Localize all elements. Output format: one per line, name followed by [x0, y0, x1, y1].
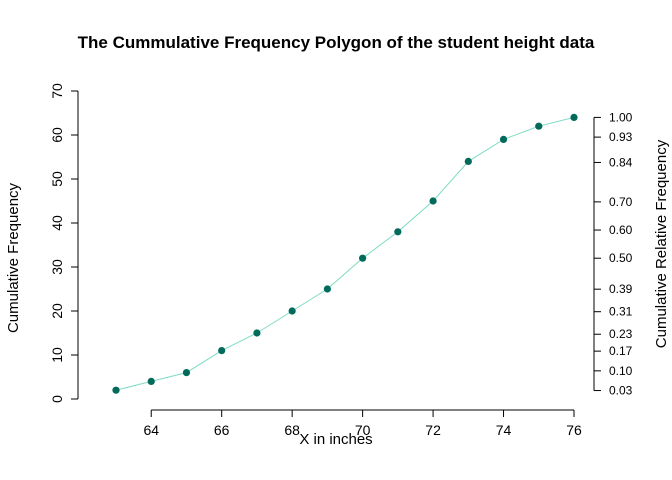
data-point	[218, 347, 226, 355]
y2-tick-label: 0.93	[609, 130, 633, 144]
data-point	[429, 197, 437, 205]
data-point	[323, 285, 331, 293]
series-line	[115, 116, 575, 391]
y2-tick-label: 0.17	[609, 344, 633, 358]
x-tick-label: 72	[425, 422, 441, 438]
y-tick-label: 10	[49, 347, 65, 363]
y-tick-label: 60	[49, 127, 65, 143]
data-point	[182, 369, 191, 377]
axes: 64 66 68 70 72 74 76 0 10 20 30 40 50 60 70 0.03 0.10 0.1…	[49, 83, 633, 438]
chart-title: The Cummulative Frequency Polygon of the…	[78, 33, 595, 52]
y-tick-label: 40	[49, 215, 65, 231]
y-axis-label: Cumulative Frequency	[5, 182, 22, 333]
data-point	[359, 254, 367, 262]
data-point	[147, 377, 155, 385]
y2-tick-label: 1.00	[609, 110, 633, 124]
x-tick-label: 76	[566, 422, 582, 438]
data-point	[288, 307, 296, 315]
x-tick-label: 74	[496, 422, 512, 438]
y2-tick-label: 0.70	[609, 195, 633, 209]
plot-points-group	[112, 113, 578, 394]
data-point	[464, 157, 472, 165]
x-tick-label: 64	[143, 422, 159, 438]
y2-tick-label: 0.03	[609, 384, 633, 398]
data-point	[535, 122, 543, 130]
data-point	[253, 329, 261, 337]
data-point	[570, 113, 578, 121]
x-axis-label: X in inches	[299, 431, 372, 448]
x-tick-label: 66	[214, 422, 230, 438]
y2-tick-label: 0.31	[609, 305, 633, 319]
y-tick-label: 50	[49, 171, 65, 187]
y-tick-label: 30	[49, 259, 65, 275]
y2-tick-label: 0.39	[609, 282, 633, 296]
data-point	[499, 135, 508, 143]
y-tick-label: 0	[49, 395, 65, 403]
y2-tick-label: 0.10	[609, 364, 633, 378]
data-point	[394, 228, 402, 236]
y-tick-label: 70	[49, 83, 65, 99]
y2-tick-label: 0.84	[609, 155, 633, 169]
y2-tick-label: 0.23	[609, 327, 633, 341]
y2-tick-label: 0.50	[609, 251, 633, 265]
plot-line-group	[115, 116, 575, 391]
x-tick-label: 68	[284, 422, 300, 438]
y2-tick-label: 0.60	[609, 223, 633, 237]
y-tick-label: 20	[49, 303, 65, 319]
y2-axis-label: Cumulative Relative Frequency	[653, 139, 670, 348]
data-point	[112, 386, 120, 394]
x-tick-label: 70	[355, 422, 371, 438]
